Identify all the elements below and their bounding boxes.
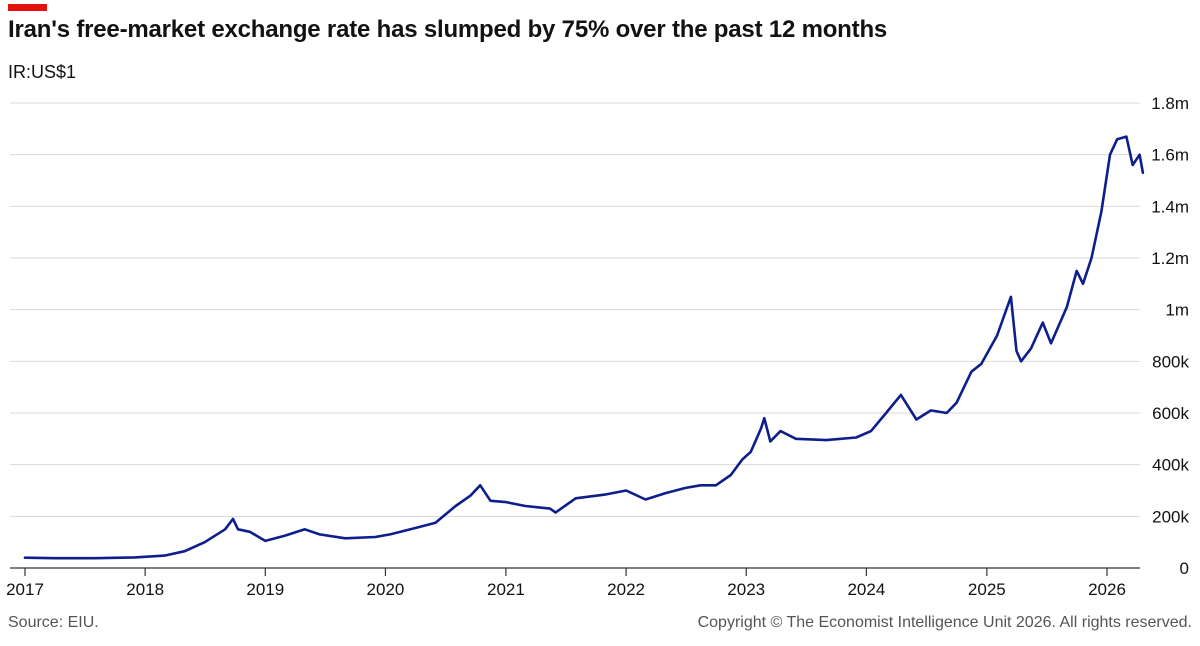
chart-subtitle: IR:US$1: [8, 62, 77, 82]
x-tick-label: 2022: [607, 580, 645, 599]
y-axis-ticks: 0 200k 400k 600k 800k 1m 1.2m 1.4m 1.6m 1.8m: [1151, 94, 1189, 578]
y-tick-label: 1.6m: [1151, 146, 1189, 165]
y-tick-label: 1m: [1165, 301, 1189, 320]
x-tick-label: 2025: [968, 580, 1006, 599]
gridlines: [10, 102, 1140, 517]
y-tick-label: 400k: [1152, 456, 1189, 475]
x-axis: 2017 2018 2019 2020 2021 2022 2023 2024 2025 2026: [6, 567, 1140, 599]
y-tick-label: 1.8m: [1151, 94, 1189, 113]
x-tick-label: 2024: [847, 580, 885, 599]
line-chart: 0 200k 400k 600k 800k 1m 1.2m 1.4m 1.6m 1.8m 2017…: [6, 94, 1189, 599]
x-tick-label: 2017: [6, 580, 44, 599]
x-tick-label: 2026: [1088, 580, 1126, 599]
x-tick-label: 2018: [126, 580, 164, 599]
x-tick-label: 2023: [727, 580, 765, 599]
x-tick-label: 2020: [367, 580, 405, 599]
y-tick-label: 1.4m: [1151, 197, 1189, 216]
copyright-note: Copyright © The Economist Intelligence U…: [697, 614, 1192, 631]
source-note: Source: EIU.: [8, 614, 99, 631]
y-tick-label: 200k: [1152, 507, 1189, 526]
exchange-rate-line: [23, 135, 1145, 560]
x-tick-label: 2019: [246, 580, 284, 599]
brand-accent-bar: [8, 4, 47, 11]
y-tick-label: 800k: [1152, 352, 1189, 371]
y-tick-label: 0: [1180, 559, 1189, 578]
chart-title: Iran's free-market exchange rate has slu…: [8, 16, 888, 43]
y-tick-label: 1.2m: [1151, 249, 1189, 268]
y-tick-label: 600k: [1152, 404, 1189, 423]
x-tick-label: 2021: [487, 580, 525, 599]
